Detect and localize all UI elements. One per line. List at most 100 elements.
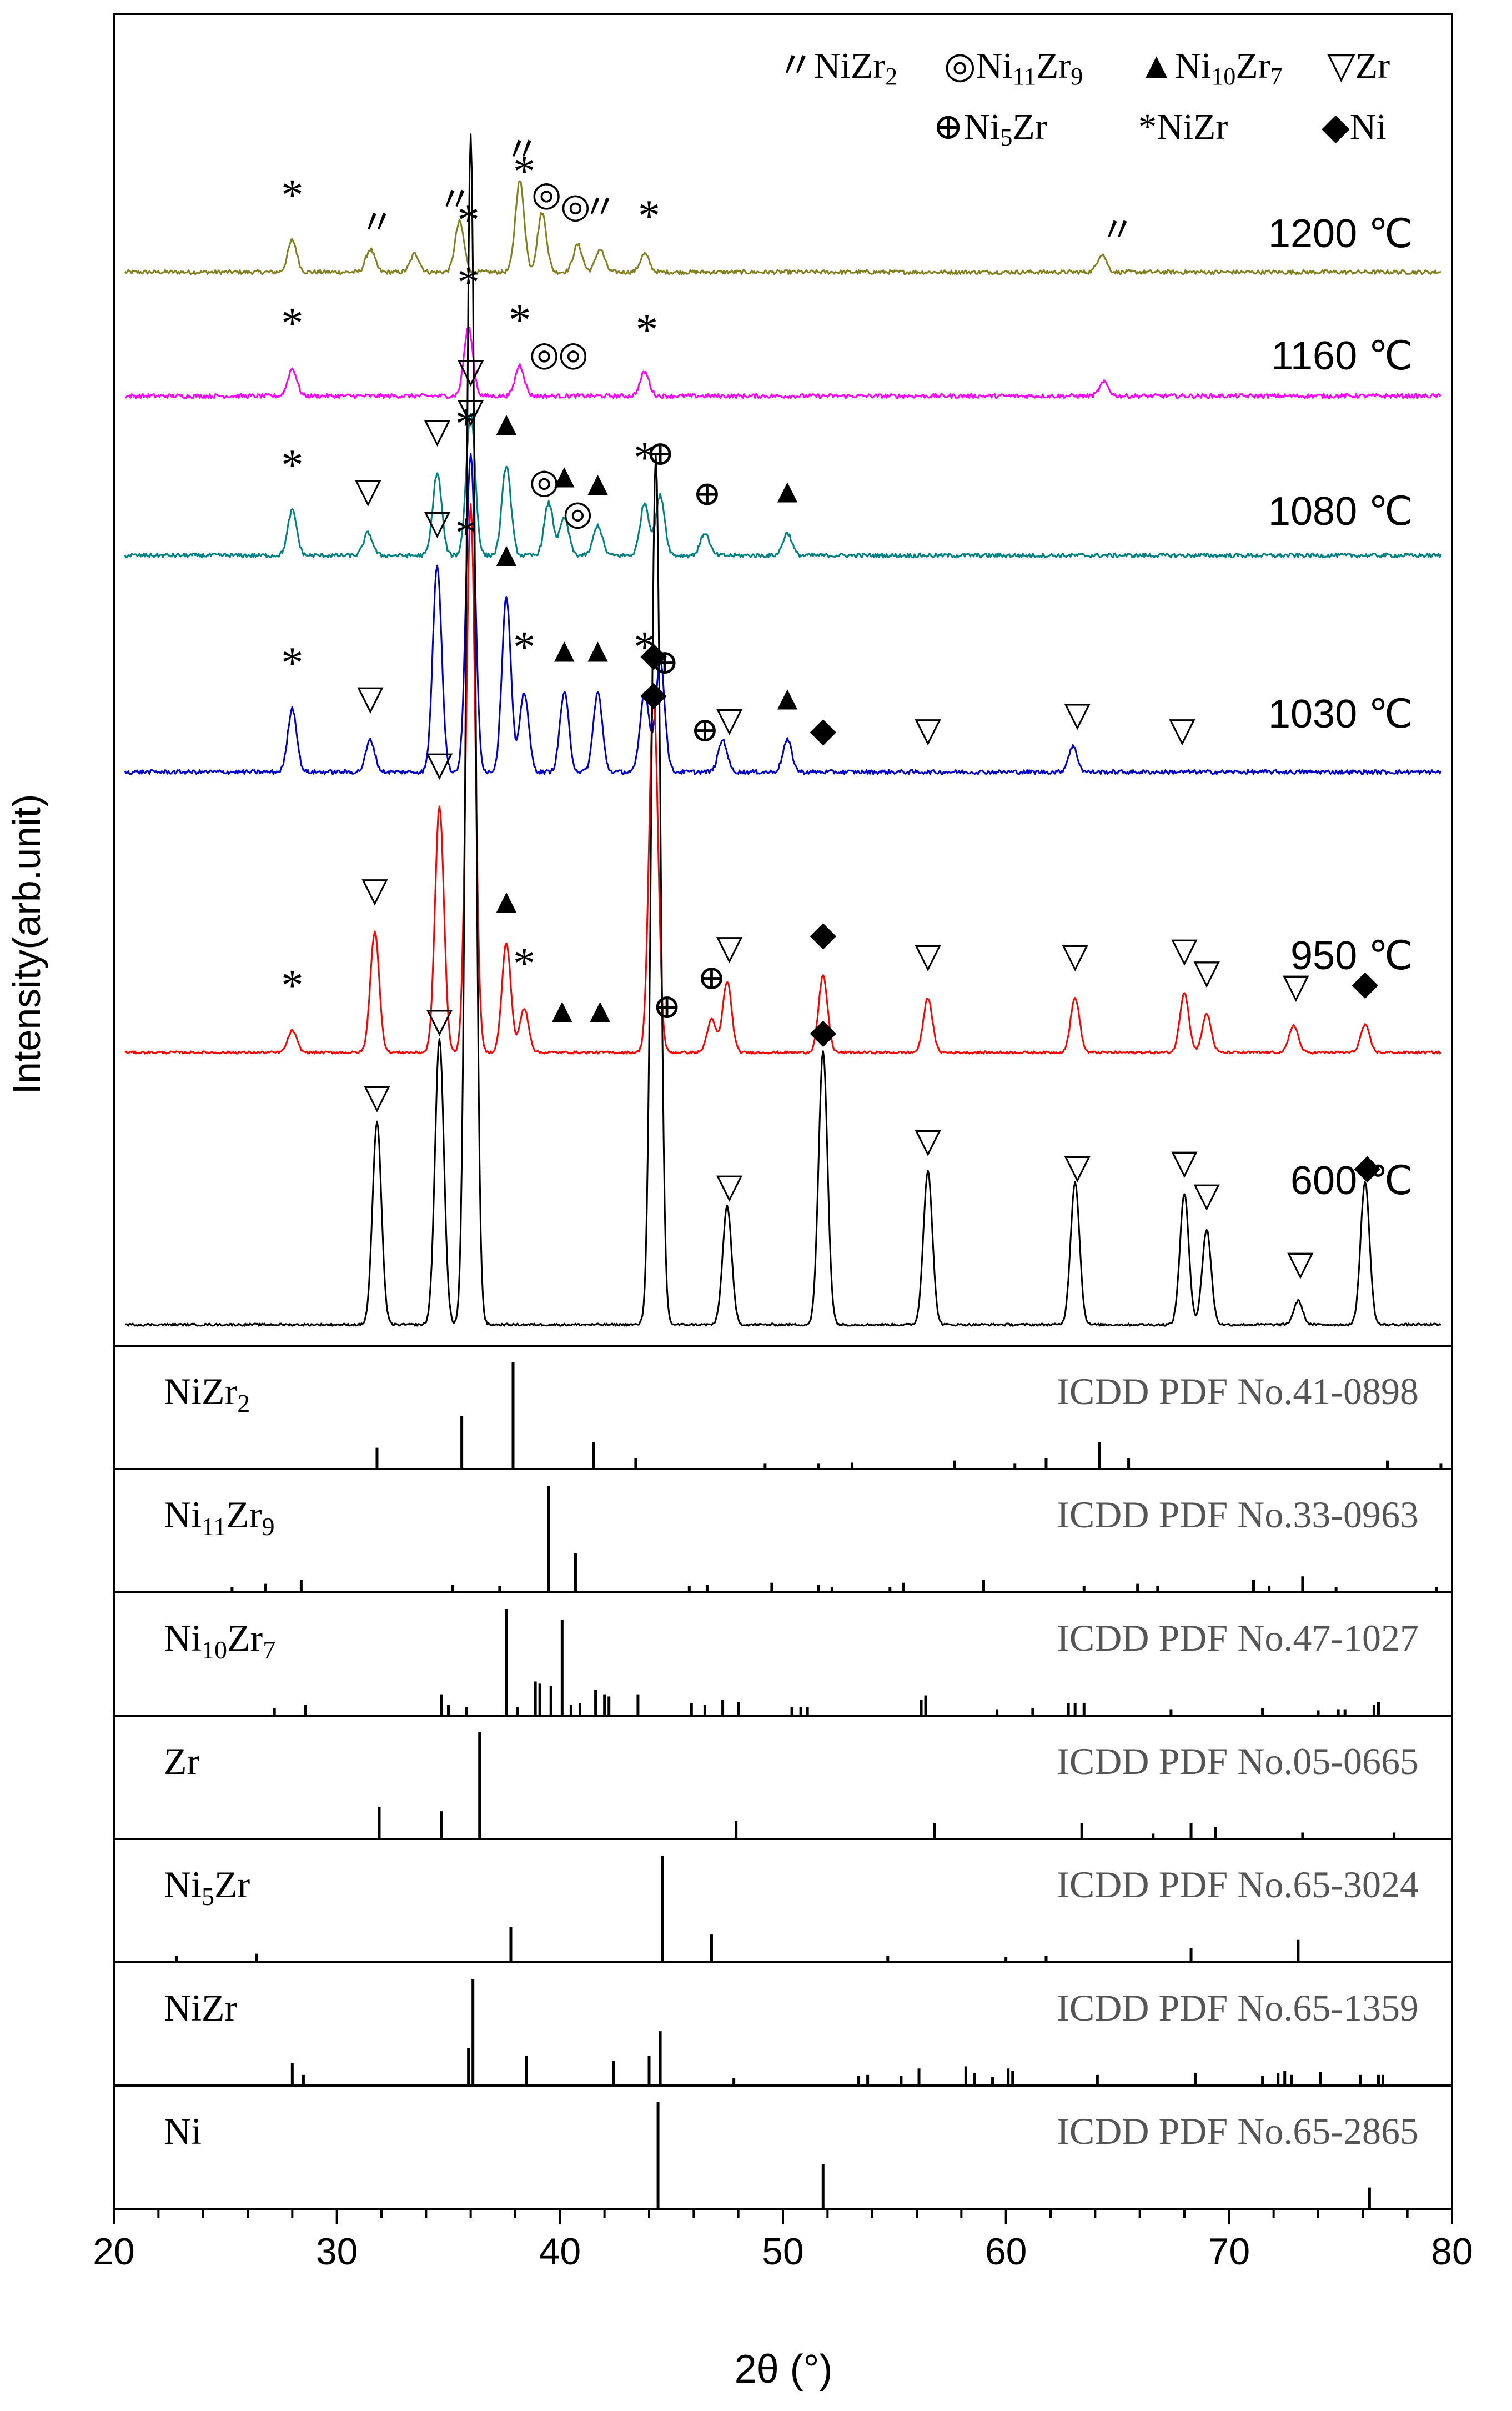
- peak-marker: ◆: [810, 711, 836, 749]
- reference-phase-label: Zr: [164, 1740, 200, 1782]
- peak-marker: *: [281, 639, 303, 688]
- phase-name: NiZr: [164, 1370, 238, 1412]
- peak-marker: ▲: [547, 631, 581, 669]
- peak-marker: ⊕: [650, 644, 679, 681]
- phase-name: NiZr: [164, 1987, 238, 2029]
- peak-marker: ▽: [716, 929, 743, 967]
- phase-subscript: 7: [263, 1636, 275, 1664]
- x-tick-label: 70: [1208, 2230, 1250, 2273]
- legend-entry: ▲Ni10Zr7: [1138, 46, 1283, 90]
- legend-subscript: 11: [1013, 63, 1036, 90]
- peak-marker: *: [513, 623, 535, 671]
- reference-card-label: ICDD PDF No.05-0665: [1057, 1740, 1419, 1782]
- peak-marker: ▲: [770, 680, 804, 718]
- series-line-1200: [124, 180, 1441, 275]
- legend-symbol: 〃: [777, 46, 814, 86]
- reference-phase-label: NiZr: [164, 1987, 238, 2029]
- peak-marker: ▽: [458, 392, 484, 430]
- x-tick-label: 40: [539, 2230, 581, 2273]
- reference-card-label: ICDD PDF No.65-3024: [1057, 1863, 1419, 1906]
- peak-marker: ⊕: [692, 475, 721, 513]
- peak-marker: 〃: [583, 189, 617, 227]
- phase-subscript: 9: [262, 1512, 274, 1541]
- legend: 〃NiZr2 ◎Ni11Zr9 ▲Ni10Zr7 ▽Zr⊕Ni5Zr *NiZr ◆Ni: [777, 46, 1390, 151]
- peak-marker: ◎: [560, 187, 590, 225]
- peak-marker: ▽: [1064, 696, 1091, 734]
- peak-marker: ▽: [1169, 711, 1195, 749]
- phase-subscript: 5: [202, 1882, 214, 1911]
- series-line-1080: [124, 413, 1442, 559]
- legend-phase: Zr: [1012, 107, 1047, 147]
- legend-entry: ◆Ni: [1322, 107, 1387, 147]
- reference-panels: NiZr2 ICDD PDF No.41-0898 Ni 11 Zr 9 ICDD PDF …: [113, 1345, 1453, 2210]
- peak-marker: *: [455, 399, 478, 448]
- peak-marker: ⊕: [652, 988, 681, 1026]
- legend-symbol: *: [1138, 107, 1157, 147]
- series-label: 1080 ℃: [1268, 489, 1413, 534]
- legend-phase: Ni: [963, 107, 1000, 147]
- legend-entry: ⊕Ni5Zr: [933, 107, 1047, 151]
- legend-subscript: 7: [1270, 63, 1283, 90]
- peak-marker: *: [513, 939, 535, 988]
- phase-name: Zr: [214, 1863, 250, 1906]
- peak-marker: ▽: [1171, 932, 1198, 970]
- phase-subscript: 11: [202, 1512, 226, 1541]
- peak-marker: 〃: [438, 181, 473, 219]
- peak-marker: ▽: [355, 473, 381, 510]
- peak-marker: ◆: [1354, 1149, 1381, 1186]
- peak-marker: *: [458, 196, 480, 245]
- peak-marker: ▽: [426, 745, 453, 783]
- peak-marker: ▲: [545, 992, 579, 1030]
- peak-marker: ▽: [716, 1167, 743, 1205]
- reference-card-label: ICDD PDF No.65-1359: [1057, 1987, 1419, 2029]
- peak-marker: ▽: [915, 711, 941, 749]
- legend-phase: Ni: [1350, 107, 1387, 147]
- reference-phase-label: NiZr2: [164, 1370, 250, 1417]
- peak-marker: ◆: [810, 915, 836, 953]
- legend-phase: Ni: [1174, 46, 1211, 86]
- peak-marker: ◎: [558, 335, 588, 373]
- legend-symbol: ◆: [1322, 107, 1350, 147]
- peak-marker: ▽: [915, 937, 941, 975]
- reference-card-label: ICDD PDF No.41-0898: [1057, 1370, 1419, 1412]
- reference-phase-label: Ni5Zr: [164, 1863, 250, 1911]
- peak-marker: ▽: [1193, 1177, 1220, 1215]
- phase-subscript: 10: [202, 1636, 227, 1664]
- legend-phase: NiZr: [1157, 107, 1228, 147]
- series-labels: 1200 ℃ 1160 ℃ 1080 ℃ 1030 ℃ 950 ℃ 600 ℃: [1268, 212, 1413, 1203]
- phase-name: Ni: [164, 1617, 202, 1659]
- series-label: 1160 ℃: [1271, 334, 1413, 378]
- phase-name: Zr: [164, 1740, 200, 1782]
- marker-layer: *〃〃**〃◎◎〃 * 〃***◎◎**▽▽▽* ▲◎▲◎▲*⊕⊕ ▲*▽▽ *▽▲* ▲▲…: [281, 131, 1380, 1282]
- peak-marker: ◆: [640, 636, 667, 674]
- legend-phase: Zr: [1036, 46, 1071, 86]
- series-label: 1200 ℃: [1268, 212, 1413, 256]
- peak-marker: ▽: [426, 1002, 453, 1040]
- peak-marker: 〃: [505, 131, 539, 169]
- peak-marker: *: [458, 258, 480, 307]
- peak-marker: ⊕: [697, 959, 726, 997]
- x-tick-label: 20: [93, 2230, 135, 2273]
- legend-symbol: ⊕: [933, 107, 963, 147]
- legend-phase: Zr: [1355, 46, 1390, 86]
- peak-marker: *: [636, 305, 658, 354]
- peak-marker: ▲: [489, 536, 523, 574]
- x-axis: 20 30 40 50 60 70 80: [93, 2209, 1473, 2273]
- phase-name: Ni: [164, 2110, 202, 2152]
- peak-marker: *: [634, 623, 656, 671]
- peak-marker: *: [634, 434, 656, 483]
- peak-marker: ▽: [424, 504, 451, 542]
- legend-entry: *NiZr: [1138, 107, 1228, 147]
- legend-subscript: 5: [1000, 124, 1012, 151]
- legend-subscript: 2: [885, 63, 897, 90]
- y-axis-label: Intensity(arb.unit): [5, 794, 48, 1095]
- peak-marker: ◎: [529, 335, 559, 373]
- x-axis-label: 2θ (°): [735, 2347, 833, 2392]
- peak-marker: *: [513, 147, 535, 196]
- legend-entry: ◎Ni11Zr9: [944, 46, 1083, 90]
- peak-marker: ◆: [640, 675, 667, 713]
- peak-marker: ▽: [716, 701, 743, 739]
- peak-marker: *: [281, 961, 303, 1010]
- peak-marker: ◎: [529, 463, 559, 501]
